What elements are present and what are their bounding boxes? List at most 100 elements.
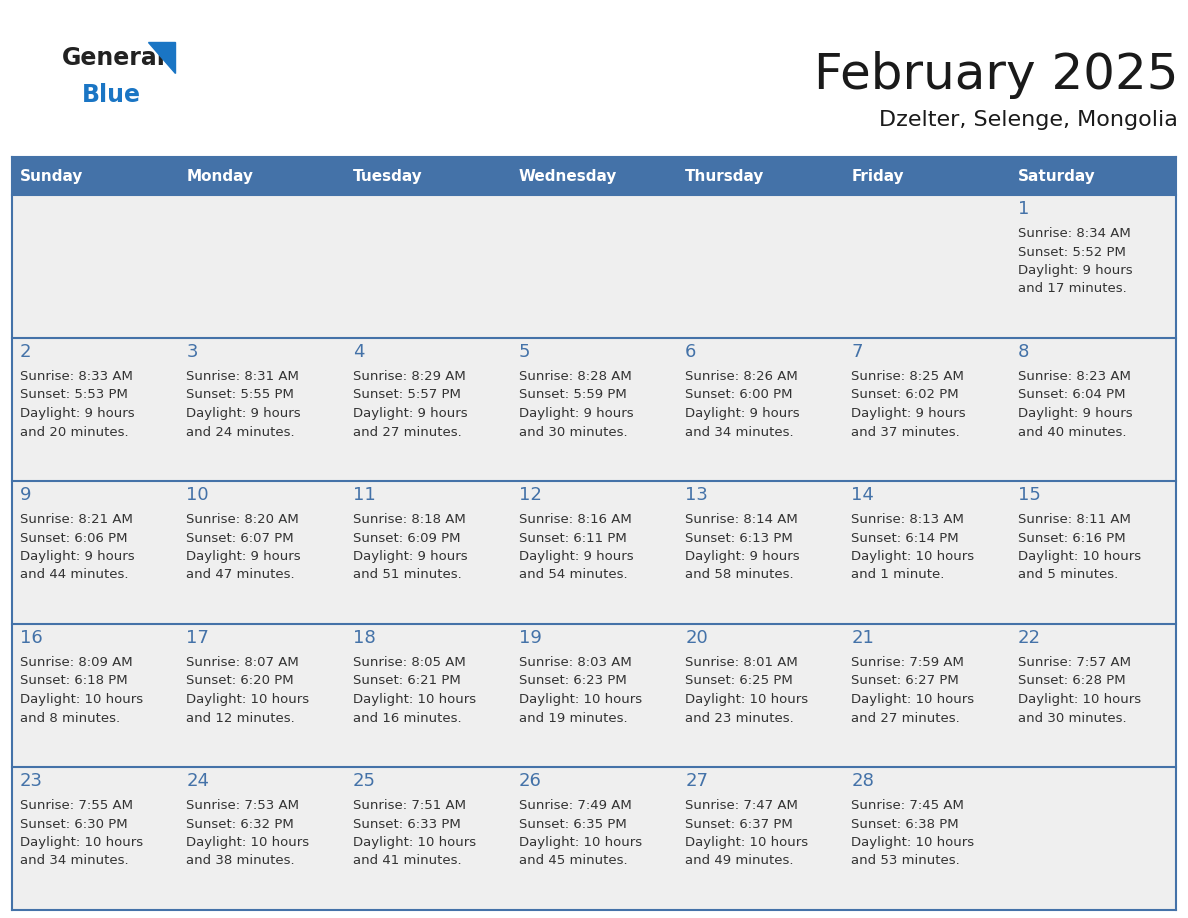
- Text: Sunrise: 7:49 AM: Sunrise: 7:49 AM: [519, 799, 632, 812]
- Bar: [843, 157, 1010, 195]
- Text: 24: 24: [187, 772, 209, 790]
- Text: Daylight: 9 hours: Daylight: 9 hours: [353, 407, 467, 420]
- Text: and 45 minutes.: and 45 minutes.: [519, 855, 627, 868]
- Text: Sunset: 5:53 PM: Sunset: 5:53 PM: [20, 388, 128, 401]
- Text: Sunset: 6:21 PM: Sunset: 6:21 PM: [353, 675, 460, 688]
- Text: Daylight: 10 hours: Daylight: 10 hours: [685, 836, 808, 849]
- Text: Sunrise: 7:45 AM: Sunrise: 7:45 AM: [852, 799, 965, 812]
- Text: Daylight: 9 hours: Daylight: 9 hours: [353, 550, 467, 563]
- Text: Daylight: 9 hours: Daylight: 9 hours: [685, 407, 800, 420]
- Bar: [843, 195, 1010, 338]
- Text: Sunset: 6:28 PM: Sunset: 6:28 PM: [1018, 675, 1125, 688]
- Text: Daylight: 9 hours: Daylight: 9 hours: [1018, 264, 1132, 277]
- Text: and 27 minutes.: and 27 minutes.: [852, 711, 960, 724]
- Bar: [677, 157, 843, 195]
- Text: and 5 minutes.: and 5 minutes.: [1018, 568, 1118, 581]
- Text: and 20 minutes.: and 20 minutes.: [20, 426, 128, 439]
- Text: Wednesday: Wednesday: [519, 169, 618, 184]
- Text: Sunset: 6:02 PM: Sunset: 6:02 PM: [852, 388, 959, 401]
- Text: Sunset: 6:35 PM: Sunset: 6:35 PM: [519, 818, 626, 831]
- Text: and 30 minutes.: and 30 minutes.: [519, 426, 627, 439]
- Text: and 40 minutes.: and 40 minutes.: [1018, 426, 1126, 439]
- Bar: [12, 767, 178, 910]
- Text: Daylight: 10 hours: Daylight: 10 hours: [20, 836, 143, 849]
- Text: Sunset: 6:09 PM: Sunset: 6:09 PM: [353, 532, 460, 544]
- Text: Daylight: 9 hours: Daylight: 9 hours: [519, 407, 633, 420]
- Text: Daylight: 10 hours: Daylight: 10 hours: [519, 693, 642, 706]
- Text: Sunrise: 7:59 AM: Sunrise: 7:59 AM: [852, 656, 965, 669]
- Text: 21: 21: [852, 629, 874, 647]
- Text: Daylight: 10 hours: Daylight: 10 hours: [519, 836, 642, 849]
- Text: Sunset: 6:32 PM: Sunset: 6:32 PM: [187, 818, 295, 831]
- Bar: [1010, 195, 1176, 338]
- Bar: [511, 624, 677, 767]
- Text: Tuesday: Tuesday: [353, 169, 422, 184]
- Text: 2: 2: [20, 343, 32, 361]
- Text: Sunset: 6:11 PM: Sunset: 6:11 PM: [519, 532, 626, 544]
- Text: 15: 15: [1018, 486, 1041, 504]
- Text: and 19 minutes.: and 19 minutes.: [519, 711, 627, 724]
- Text: Sunrise: 8:33 AM: Sunrise: 8:33 AM: [20, 370, 133, 383]
- Text: Daylight: 9 hours: Daylight: 9 hours: [187, 550, 301, 563]
- Bar: [1010, 767, 1176, 910]
- Text: and 53 minutes.: and 53 minutes.: [852, 855, 960, 868]
- Bar: [843, 338, 1010, 481]
- Text: Sunrise: 8:11 AM: Sunrise: 8:11 AM: [1018, 513, 1131, 526]
- Text: Sunrise: 8:31 AM: Sunrise: 8:31 AM: [187, 370, 299, 383]
- Text: Saturday: Saturday: [1018, 169, 1095, 184]
- Bar: [677, 767, 843, 910]
- Text: Sunrise: 8:03 AM: Sunrise: 8:03 AM: [519, 656, 632, 669]
- Text: Sunrise: 7:47 AM: Sunrise: 7:47 AM: [685, 799, 798, 812]
- Text: Sunrise: 7:57 AM: Sunrise: 7:57 AM: [1018, 656, 1131, 669]
- Text: 8: 8: [1018, 343, 1029, 361]
- Text: 16: 16: [20, 629, 43, 647]
- Text: and 49 minutes.: and 49 minutes.: [685, 855, 794, 868]
- Text: Sunset: 6:37 PM: Sunset: 6:37 PM: [685, 818, 792, 831]
- Bar: [511, 481, 677, 624]
- Text: Sunset: 6:25 PM: Sunset: 6:25 PM: [685, 675, 792, 688]
- Polygon shape: [148, 42, 175, 73]
- Text: Sunrise: 8:07 AM: Sunrise: 8:07 AM: [187, 656, 299, 669]
- Bar: [677, 624, 843, 767]
- Text: 23: 23: [20, 772, 43, 790]
- Text: Daylight: 9 hours: Daylight: 9 hours: [187, 407, 301, 420]
- Text: Sunset: 6:20 PM: Sunset: 6:20 PM: [187, 675, 293, 688]
- Text: and 1 minute.: and 1 minute.: [852, 568, 944, 581]
- Bar: [345, 481, 511, 624]
- Text: Daylight: 9 hours: Daylight: 9 hours: [20, 550, 134, 563]
- Text: 14: 14: [852, 486, 874, 504]
- Text: Sunrise: 8:01 AM: Sunrise: 8:01 AM: [685, 656, 798, 669]
- Bar: [345, 767, 511, 910]
- Bar: [677, 338, 843, 481]
- Text: 5: 5: [519, 343, 530, 361]
- Text: Sunset: 6:38 PM: Sunset: 6:38 PM: [852, 818, 959, 831]
- Text: and 51 minutes.: and 51 minutes.: [353, 568, 461, 581]
- Bar: [345, 624, 511, 767]
- Text: Daylight: 9 hours: Daylight: 9 hours: [519, 550, 633, 563]
- Text: Daylight: 10 hours: Daylight: 10 hours: [353, 836, 475, 849]
- Text: 9: 9: [20, 486, 32, 504]
- Text: 11: 11: [353, 486, 375, 504]
- Bar: [345, 157, 511, 195]
- Text: Daylight: 10 hours: Daylight: 10 hours: [1018, 693, 1140, 706]
- Text: and 12 minutes.: and 12 minutes.: [187, 711, 295, 724]
- Text: Sunset: 6:18 PM: Sunset: 6:18 PM: [20, 675, 127, 688]
- Text: 18: 18: [353, 629, 375, 647]
- Text: Sunset: 6:30 PM: Sunset: 6:30 PM: [20, 818, 127, 831]
- Text: and 34 minutes.: and 34 minutes.: [20, 855, 128, 868]
- Bar: [677, 195, 843, 338]
- Text: Sunset: 6:33 PM: Sunset: 6:33 PM: [353, 818, 460, 831]
- Text: Daylight: 10 hours: Daylight: 10 hours: [852, 836, 974, 849]
- Text: 28: 28: [852, 772, 874, 790]
- Text: and 24 minutes.: and 24 minutes.: [187, 426, 295, 439]
- Text: Daylight: 10 hours: Daylight: 10 hours: [1018, 550, 1140, 563]
- Text: Sunrise: 7:51 AM: Sunrise: 7:51 AM: [353, 799, 466, 812]
- Bar: [511, 338, 677, 481]
- Text: Sunset: 6:06 PM: Sunset: 6:06 PM: [20, 532, 127, 544]
- Text: Sunset: 6:27 PM: Sunset: 6:27 PM: [852, 675, 959, 688]
- Bar: [178, 195, 345, 338]
- Bar: [1010, 624, 1176, 767]
- Text: Daylight: 10 hours: Daylight: 10 hours: [20, 693, 143, 706]
- Bar: [843, 481, 1010, 624]
- Text: and 27 minutes.: and 27 minutes.: [353, 426, 461, 439]
